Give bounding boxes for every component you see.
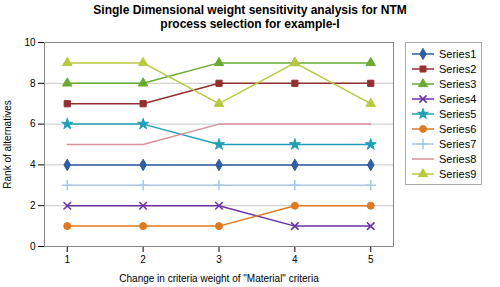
svg-text:2: 2 (140, 254, 146, 265)
svg-text:4: 4 (30, 159, 36, 170)
svg-text:Change in criteria weight of ": Change in criteria weight of "Material" … (119, 273, 319, 284)
svg-text:2: 2 (30, 200, 36, 211)
svg-text:Rank of alternatives: Rank of alternatives (2, 100, 13, 188)
html-text:Series3: Series3 (439, 77, 477, 90)
svg-text:6: 6 (30, 118, 36, 129)
html-text:Series2: Series2 (439, 62, 477, 75)
svg-text:0: 0 (30, 241, 36, 252)
html-text:Series8: Series8 (439, 152, 477, 165)
html-text:Series9: Series9 (439, 167, 477, 180)
svg-text:10: 10 (24, 37, 36, 48)
svg-text:1: 1 (64, 254, 70, 265)
html-text:Single Dimensional weight sens: Single Dimensional weight sensitivity an… (93, 3, 407, 31)
svg-text:5: 5 (368, 254, 374, 265)
html-text:Series4: Series4 (439, 92, 477, 105)
svg-text:4: 4 (292, 254, 298, 265)
html-text:Series7: Series7 (439, 137, 477, 150)
svg-text:3: 3 (216, 254, 222, 265)
html-text:Series1: Series1 (439, 47, 477, 60)
svg-text:8: 8 (30, 78, 36, 89)
html-text:Series5: Series5 (439, 107, 477, 120)
html-text:Series6: Series6 (439, 122, 477, 135)
